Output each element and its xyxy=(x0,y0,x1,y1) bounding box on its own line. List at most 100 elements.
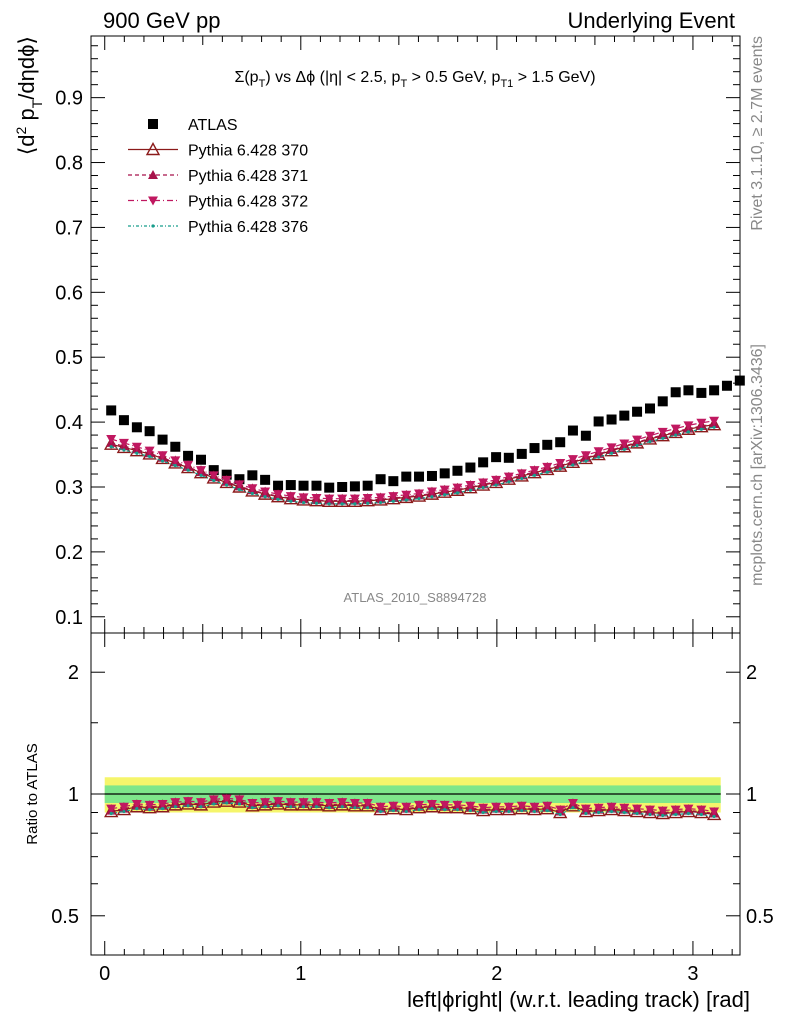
ratio-point xyxy=(366,806,370,810)
atlas-point xyxy=(144,426,155,437)
ratio-point xyxy=(555,805,566,815)
mc-point xyxy=(501,471,517,485)
atlas-point xyxy=(426,470,437,481)
mc-point xyxy=(491,475,502,485)
ratio-point xyxy=(157,799,168,809)
mc-point xyxy=(609,451,614,455)
mc-point xyxy=(388,492,399,502)
mc-point xyxy=(632,435,643,445)
ratio-point xyxy=(250,806,254,810)
main-ytick-label: 0.9 xyxy=(55,88,83,110)
mc-point xyxy=(686,430,691,434)
mc-point xyxy=(391,499,395,503)
mc-point xyxy=(301,500,306,505)
ratio-point xyxy=(195,798,206,808)
ratio-point xyxy=(645,805,656,815)
ratio-point xyxy=(349,799,360,809)
mc-point xyxy=(426,487,437,497)
atlas-point xyxy=(503,452,514,463)
atlas-point xyxy=(273,480,284,491)
mc-point xyxy=(195,466,206,476)
mc-point xyxy=(314,501,319,505)
mc-point xyxy=(337,494,348,504)
ratio-point xyxy=(170,798,181,808)
ratio-point xyxy=(273,797,284,807)
mc-point xyxy=(696,418,707,428)
ratio-point xyxy=(353,806,357,810)
mc-point xyxy=(142,446,157,460)
header-right: Underlying Event xyxy=(567,8,735,33)
mc-point xyxy=(657,427,668,437)
mc-point xyxy=(118,438,129,448)
mc-point xyxy=(642,431,658,445)
mc-point xyxy=(311,494,322,504)
atlas-point xyxy=(670,387,681,398)
mc-point xyxy=(225,483,229,487)
atlas-point xyxy=(555,437,566,448)
mc-point xyxy=(232,479,247,493)
mc-point xyxy=(503,472,514,482)
ratio-point xyxy=(439,800,450,810)
ratio-point xyxy=(622,810,626,815)
mc-point xyxy=(289,499,293,503)
mc-point xyxy=(597,455,601,459)
atlas-point xyxy=(632,406,643,417)
mc-point xyxy=(709,416,720,426)
mc-point xyxy=(683,421,694,431)
ratio-point xyxy=(699,812,703,817)
ratio-point xyxy=(314,805,319,809)
mc-point xyxy=(245,483,260,497)
mc-point xyxy=(529,466,540,476)
mc-point xyxy=(565,454,581,469)
ratio-point xyxy=(567,799,578,809)
ratio-point xyxy=(160,807,165,811)
mc-point xyxy=(276,497,280,501)
ratio-point xyxy=(478,803,489,813)
mc-point xyxy=(375,493,386,503)
mc-point xyxy=(507,480,511,484)
mc-point xyxy=(417,497,421,501)
ratio-point xyxy=(362,799,373,809)
atlas-point xyxy=(298,480,309,491)
atlas-point xyxy=(208,465,219,476)
ratio-point xyxy=(375,802,386,812)
main-ylabel: ⟨d2 pT/dηdϕ⟩ xyxy=(13,36,45,155)
ratio-point xyxy=(494,809,498,814)
ratio-point xyxy=(208,795,219,805)
mc-point xyxy=(106,434,117,444)
ratio-point xyxy=(144,800,155,810)
mc-point xyxy=(527,465,542,479)
ratio-point xyxy=(106,804,117,814)
ratio-point xyxy=(148,808,152,812)
mc-point xyxy=(273,490,284,500)
mc-point xyxy=(324,494,335,504)
legend-item: ATLAS xyxy=(148,117,238,134)
xlabel: left|ϕright| (w.r.t. leading track) [rad… xyxy=(407,987,750,1012)
mc-point xyxy=(545,470,549,474)
ratio-point xyxy=(301,805,306,809)
ratio-panel: 0 1 2 3 0.5 0.5 1 1 2 2 xyxy=(51,633,774,985)
mc-point xyxy=(250,491,254,496)
atlas-point xyxy=(465,462,476,473)
mc-point xyxy=(334,493,350,507)
atlas-point xyxy=(606,414,617,425)
mc-point xyxy=(144,446,155,456)
atlas-point xyxy=(183,450,194,461)
mc-point xyxy=(183,460,194,470)
mc-point xyxy=(208,471,219,481)
ratio-point xyxy=(430,807,434,811)
xtick-label: 0 xyxy=(99,963,110,985)
ratio-point xyxy=(337,798,348,808)
legend-item: Pythia 6.428 376 xyxy=(128,219,308,236)
mc-point xyxy=(257,486,273,500)
mc-point xyxy=(349,494,360,504)
ratio-point xyxy=(455,808,460,812)
ratio-point xyxy=(401,802,412,812)
atlas-point xyxy=(362,480,373,491)
mc-point xyxy=(322,493,337,507)
mc-point xyxy=(237,487,242,492)
atlas-point xyxy=(542,439,553,450)
ratio-point xyxy=(674,812,678,817)
mc-point xyxy=(606,443,617,453)
ratio-point xyxy=(507,809,511,814)
